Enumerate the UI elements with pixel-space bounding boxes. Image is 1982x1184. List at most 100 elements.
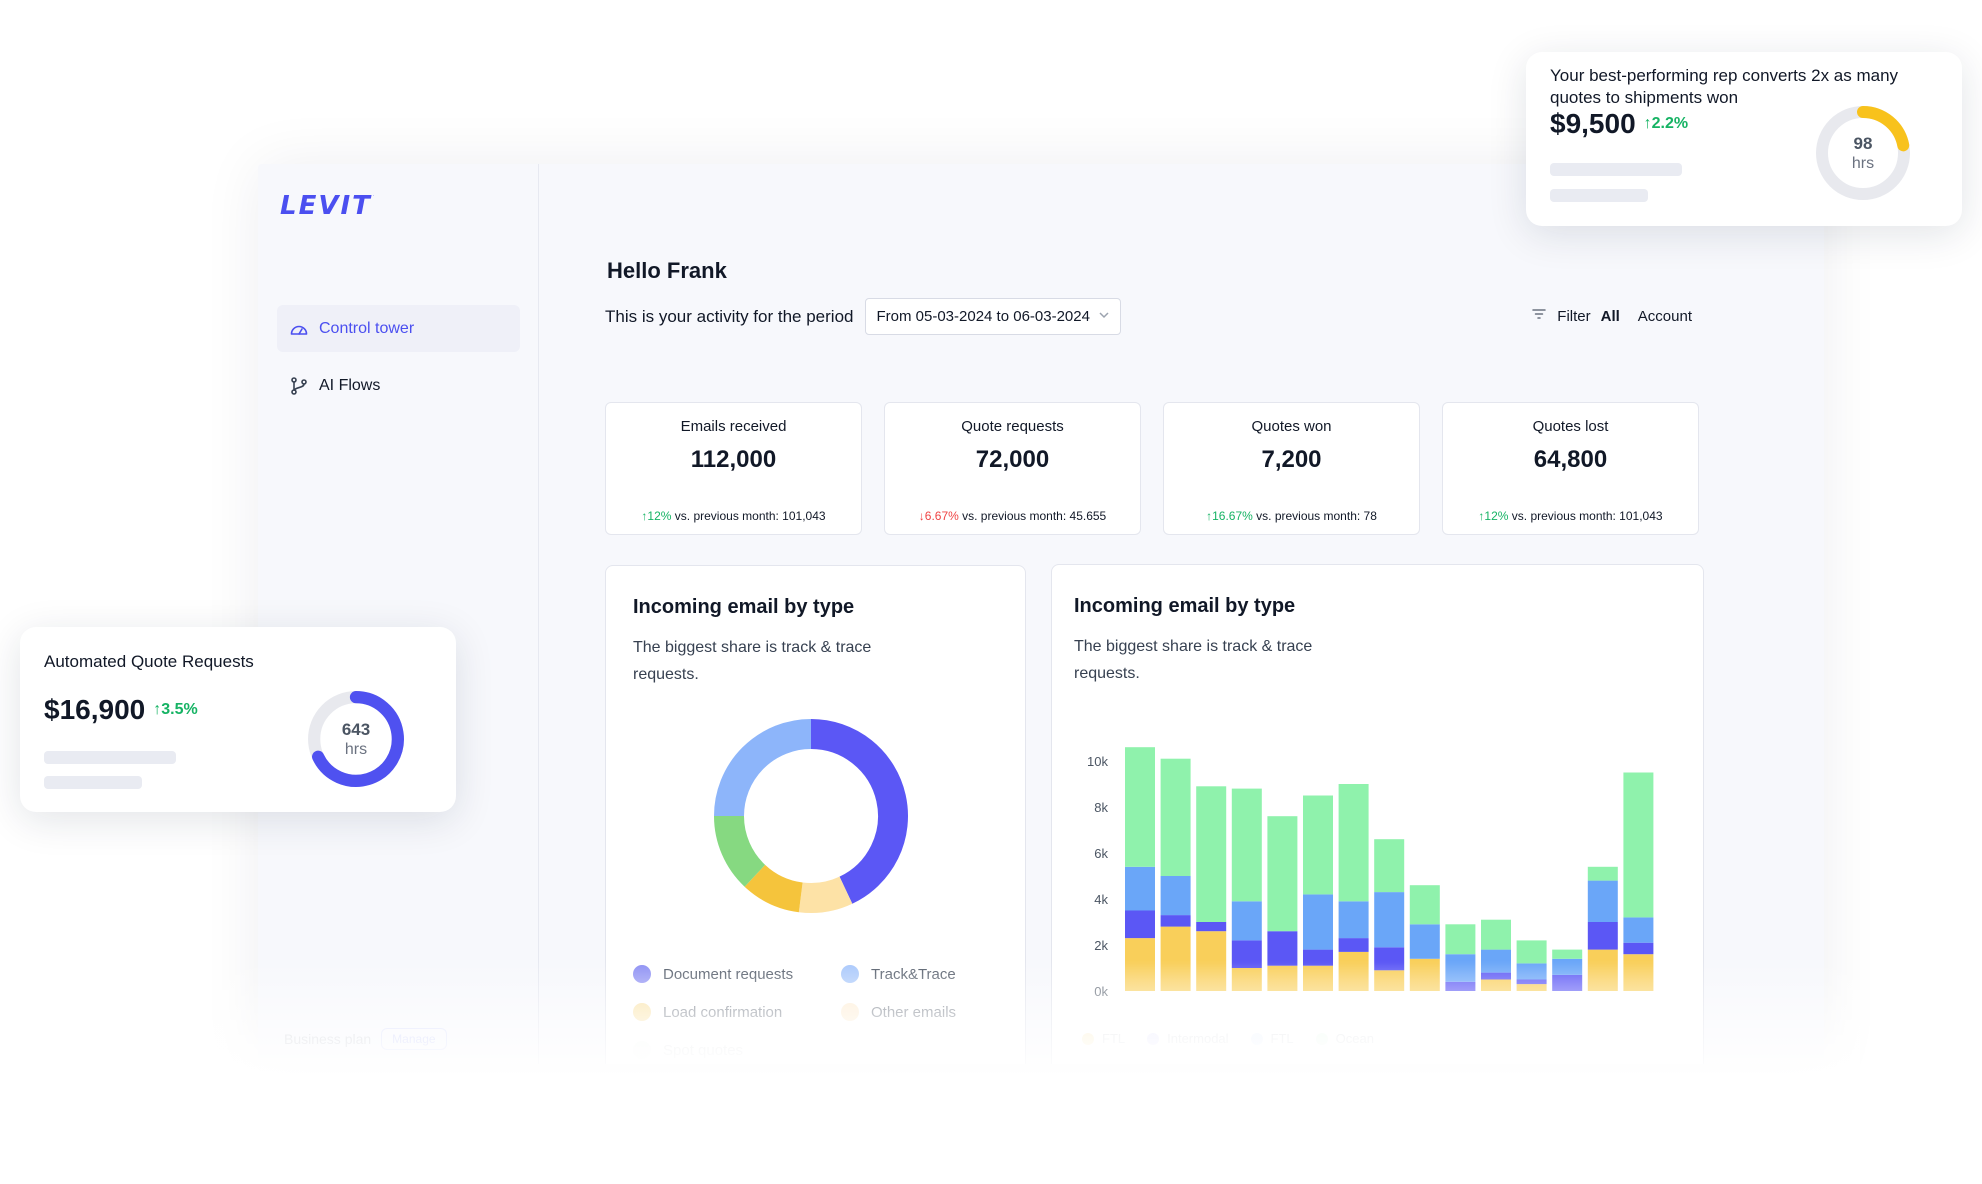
donut-slice-other-emails[interactable] bbox=[798, 876, 853, 913]
legend-swatch bbox=[633, 1003, 651, 1021]
legend-item[interactable]: Intermodal bbox=[1147, 1031, 1229, 1046]
automated-quotes-card[interactable]: Automated Quote Requests $16,900 ↑3.5% 6… bbox=[20, 627, 456, 812]
bar-segment-ftl[interactable] bbox=[1587, 949, 1618, 991]
bar-segment-ocean[interactable] bbox=[1587, 866, 1618, 881]
bar-segment-ocean[interactable] bbox=[1267, 816, 1298, 932]
bar-segment-intermodal[interactable] bbox=[1125, 910, 1155, 939]
kpi-label: Quotes won bbox=[1251, 418, 1332, 435]
donut-slice-load-confirmation[interactable] bbox=[744, 864, 804, 913]
bar-segment-ocean[interactable] bbox=[1303, 795, 1333, 895]
bar-segment-ocean[interactable] bbox=[1374, 839, 1405, 893]
bar-segment-ftl[interactable] bbox=[1623, 954, 1654, 991]
legend-item[interactable]: FTL bbox=[1250, 1031, 1294, 1046]
bar-segment-ocean[interactable] bbox=[1552, 949, 1583, 959]
legend-item[interactable]: FTL bbox=[1082, 1031, 1125, 1046]
bar-segment-ocean[interactable] bbox=[1445, 924, 1476, 955]
bar-segment-intermodal[interactable] bbox=[1623, 942, 1654, 955]
sidebar-item-control-tower[interactable]: Control tower bbox=[277, 305, 520, 352]
bar-segment-ocean[interactable] bbox=[1481, 919, 1511, 950]
bar-segment-ftl[interactable] bbox=[1160, 926, 1191, 991]
y-tick-label: 6k bbox=[1094, 846, 1108, 861]
bar-segment-ocean[interactable] bbox=[1516, 940, 1547, 964]
legend-item[interactable]: Document requests bbox=[633, 955, 825, 993]
bar-segment-ftl[interactable] bbox=[1516, 963, 1547, 980]
levity-logo[interactable]: LEVITY bbox=[278, 188, 392, 229]
bar-segment-ftl[interactable] bbox=[1338, 901, 1369, 939]
filter-label[interactable]: Filter bbox=[1557, 307, 1591, 325]
bar-segment-ftl[interactable] bbox=[1623, 917, 1654, 943]
gauge-label: 98 hrs bbox=[1814, 134, 1912, 174]
kpi-card-emails-received[interactable]: Emails received 112,000 ↑12% vs. previou… bbox=[605, 402, 862, 535]
kpi-value: 7,200 bbox=[1261, 446, 1322, 473]
donut-slice-spot-quotes[interactable] bbox=[714, 815, 766, 887]
gauge-fill bbox=[1857, 106, 1910, 152]
bar-segment-intermodal[interactable] bbox=[1516, 979, 1547, 985]
donut-slice-document-requests[interactable] bbox=[810, 719, 908, 904]
bar-segment-intermodal[interactable] bbox=[1445, 981, 1476, 991]
bar-segment-ftl[interactable] bbox=[1374, 970, 1405, 991]
bar-segment-ftl[interactable] bbox=[1409, 924, 1440, 959]
legend-swatch bbox=[1250, 1032, 1263, 1045]
bar-segment-ftl[interactable] bbox=[1516, 984, 1547, 991]
best-rep-card[interactable]: Your best-performing rep converts 2x as … bbox=[1526, 52, 1962, 226]
sidebar-item-ai-flows[interactable]: AI Flows bbox=[277, 362, 520, 409]
bar-segment-ftl[interactable] bbox=[1303, 965, 1333, 991]
gauge-unit: hrs bbox=[344, 741, 368, 758]
bar-segment-ftl[interactable] bbox=[1231, 968, 1262, 991]
bar-segment-intermodal[interactable] bbox=[1374, 947, 1405, 971]
bar-segment-ocean[interactable] bbox=[1231, 788, 1262, 902]
bar-segment-ftl[interactable] bbox=[1374, 892, 1405, 948]
bar-segment-ftl[interactable] bbox=[1481, 949, 1511, 973]
bar-segment-intermodal[interactable] bbox=[1587, 922, 1618, 950]
legend-item[interactable]: Ocean bbox=[1315, 1031, 1374, 1046]
bar-segment-ftl[interactable] bbox=[1267, 965, 1298, 991]
bar-segment-ftl[interactable] bbox=[1231, 901, 1262, 941]
bar-segment-intermodal[interactable] bbox=[1303, 949, 1333, 966]
bar-segment-ocean[interactable] bbox=[1125, 747, 1155, 867]
bar-segment-intermodal[interactable] bbox=[1231, 940, 1262, 968]
filter-icon[interactable] bbox=[1531, 306, 1547, 326]
bar-segment-ftl[interactable] bbox=[1196, 931, 1227, 991]
filter-option-account[interactable]: Account bbox=[1637, 307, 1692, 325]
bar-segment-ftl[interactable] bbox=[1587, 880, 1618, 922]
bar-segment-ftl[interactable] bbox=[1445, 954, 1476, 982]
bar-segment-ocean[interactable] bbox=[1409, 885, 1440, 925]
bar-segment-intermodal[interactable] bbox=[1267, 931, 1298, 966]
manage-plan-button[interactable]: Manage bbox=[381, 1028, 447, 1050]
filter-option-all[interactable]: All bbox=[1600, 307, 1620, 325]
bar-segment-intermodal[interactable] bbox=[1338, 938, 1369, 952]
bar-segment-ftl[interactable] bbox=[1160, 876, 1191, 916]
kpi-card-quotes-won[interactable]: Quotes won 7,200 ↑16.67% vs. previous mo… bbox=[1163, 402, 1420, 535]
bar-segment-intermodal[interactable] bbox=[1481, 972, 1511, 980]
kpi-delta: ↑16.67% vs. previous month: 78 bbox=[1164, 509, 1419, 523]
donut-slice-track-trace[interactable] bbox=[714, 719, 812, 817]
bar-segment-ftl[interactable] bbox=[1552, 958, 1583, 975]
bar-segment-ocean[interactable] bbox=[1338, 784, 1369, 902]
bar-segment-ocean[interactable] bbox=[1196, 786, 1227, 922]
legend-item[interactable]: Spot quotes bbox=[633, 1031, 825, 1064]
legend-swatch bbox=[1147, 1032, 1160, 1045]
legend-item[interactable]: Track&Trace bbox=[841, 955, 956, 993]
bar-segment-ftl[interactable] bbox=[1409, 958, 1440, 991]
bar-segment-ftl[interactable] bbox=[1125, 866, 1155, 911]
period-row: This is your activity for the period Fro… bbox=[605, 298, 1121, 335]
legend-item[interactable]: Other emails bbox=[841, 993, 956, 1031]
kpi-card-quote-requests[interactable]: Quote requests 72,000 ↓6.67% vs. previou… bbox=[884, 402, 1141, 535]
bar-segment-ocean[interactable] bbox=[1623, 772, 1654, 918]
legend-item[interactable]: Load confirmation bbox=[633, 993, 825, 1031]
bar-segment-ocean[interactable] bbox=[1160, 758, 1191, 876]
kpi-card-quotes-lost[interactable]: Quotes lost 64,800 ↑12% vs. previous mon… bbox=[1442, 402, 1699, 535]
kpi-comparison: vs. previous month: 78 bbox=[1256, 509, 1377, 523]
bar-segment-ftl[interactable] bbox=[1481, 979, 1511, 992]
kpi-delta: ↑12% vs. previous month: 101,043 bbox=[1443, 509, 1698, 523]
bar-segment-ftl[interactable] bbox=[1125, 938, 1155, 991]
bar-segment-intermodal[interactable] bbox=[1552, 974, 1583, 991]
date-range-select[interactable]: From 05-03-2024 to 06-03-2024 bbox=[865, 298, 1121, 335]
bar-segment-intermodal[interactable] bbox=[1196, 922, 1227, 932]
card-title: Incoming email by type bbox=[633, 596, 855, 618]
bar-segment-intermodal[interactable] bbox=[1160, 915, 1191, 927]
bar-segment-ftl[interactable] bbox=[1338, 951, 1369, 991]
bar-segment-ftl[interactable] bbox=[1303, 894, 1333, 950]
kpi-row: Emails received 112,000 ↑12% vs. previou… bbox=[605, 402, 1699, 535]
